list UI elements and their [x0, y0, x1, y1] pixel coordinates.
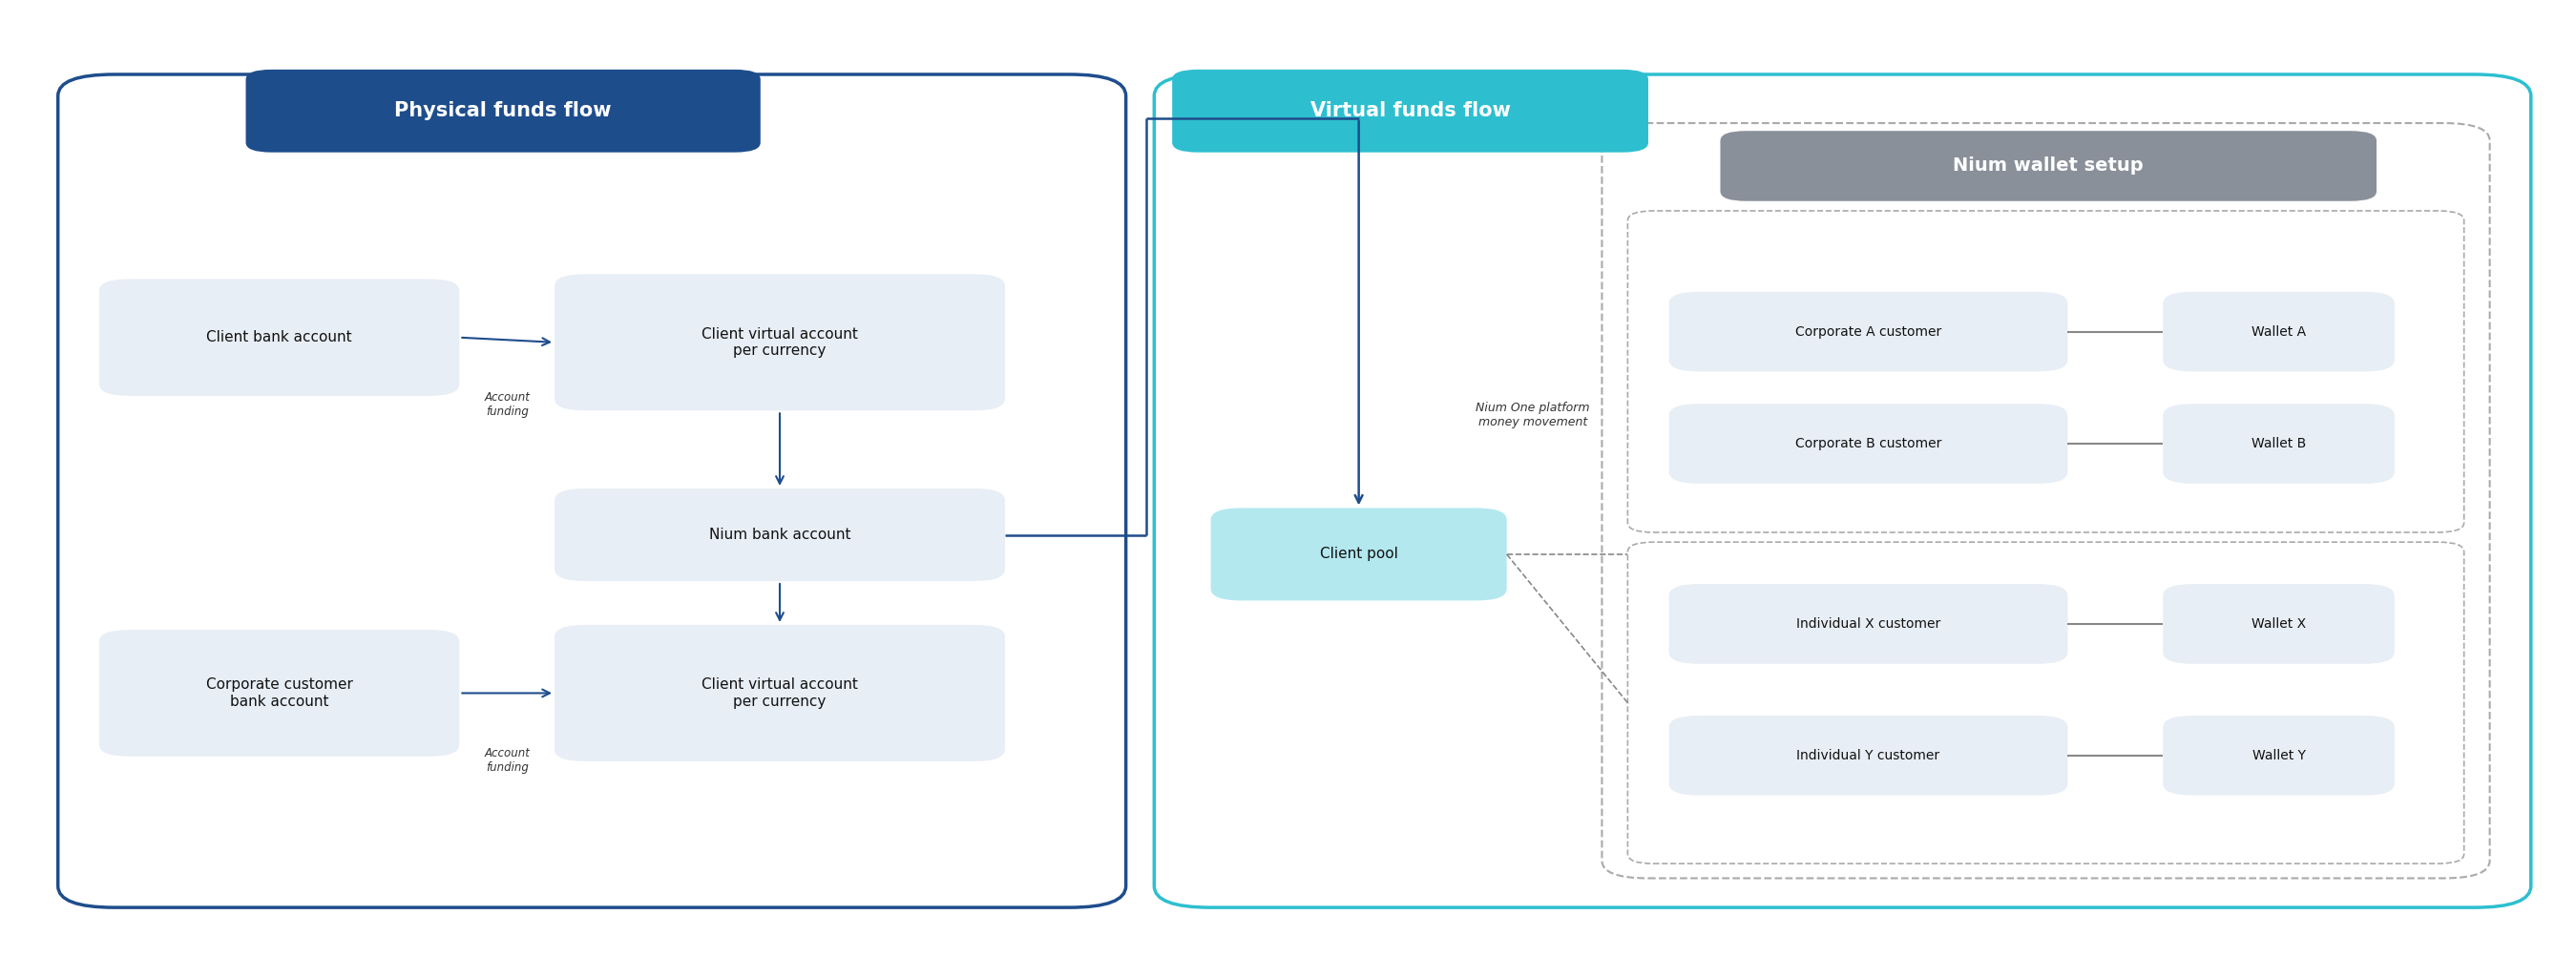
FancyBboxPatch shape — [1669, 715, 2069, 795]
Text: Virtual funds flow: Virtual funds flow — [1311, 102, 1510, 120]
Text: Wallet B: Wallet B — [2251, 437, 2306, 450]
FancyBboxPatch shape — [1211, 508, 1507, 601]
FancyBboxPatch shape — [554, 625, 1005, 761]
FancyBboxPatch shape — [98, 630, 459, 756]
Text: Account
funding: Account funding — [484, 746, 531, 774]
Text: Client virtual account
per currency: Client virtual account per currency — [701, 678, 858, 708]
Text: Client pool: Client pool — [1319, 547, 1399, 562]
FancyBboxPatch shape — [554, 275, 1005, 410]
FancyBboxPatch shape — [1172, 69, 1649, 152]
Text: Account
funding: Account funding — [484, 391, 531, 418]
Text: Individual X customer: Individual X customer — [1795, 617, 1940, 630]
Text: Physical funds flow: Physical funds flow — [394, 102, 611, 120]
Text: Client virtual account
per currency: Client virtual account per currency — [701, 327, 858, 358]
Text: Corporate A customer: Corporate A customer — [1795, 325, 1942, 338]
Text: Corporate B customer: Corporate B customer — [1795, 437, 1942, 450]
FancyBboxPatch shape — [1721, 131, 2378, 201]
Text: Wallet Y: Wallet Y — [2251, 748, 2306, 762]
Text: Nium bank account: Nium bank account — [708, 528, 850, 542]
FancyBboxPatch shape — [2164, 715, 2396, 795]
Text: Wallet A: Wallet A — [2251, 325, 2306, 338]
FancyBboxPatch shape — [98, 279, 459, 396]
FancyBboxPatch shape — [1669, 404, 2069, 484]
FancyBboxPatch shape — [1669, 292, 2069, 371]
FancyBboxPatch shape — [2164, 404, 2396, 484]
Text: Corporate customer
bank account: Corporate customer bank account — [206, 678, 353, 708]
FancyBboxPatch shape — [554, 488, 1005, 581]
Text: Wallet X: Wallet X — [2251, 617, 2306, 630]
Text: Nium One platform
money movement: Nium One platform money movement — [1476, 403, 1589, 429]
Text: Individual Y customer: Individual Y customer — [1795, 748, 1940, 762]
Text: Nium wallet setup: Nium wallet setup — [1953, 157, 2143, 175]
FancyBboxPatch shape — [2164, 584, 2396, 664]
FancyBboxPatch shape — [2164, 292, 2396, 371]
FancyBboxPatch shape — [245, 69, 760, 152]
FancyBboxPatch shape — [1669, 584, 2069, 664]
Text: Client bank account: Client bank account — [206, 330, 353, 345]
